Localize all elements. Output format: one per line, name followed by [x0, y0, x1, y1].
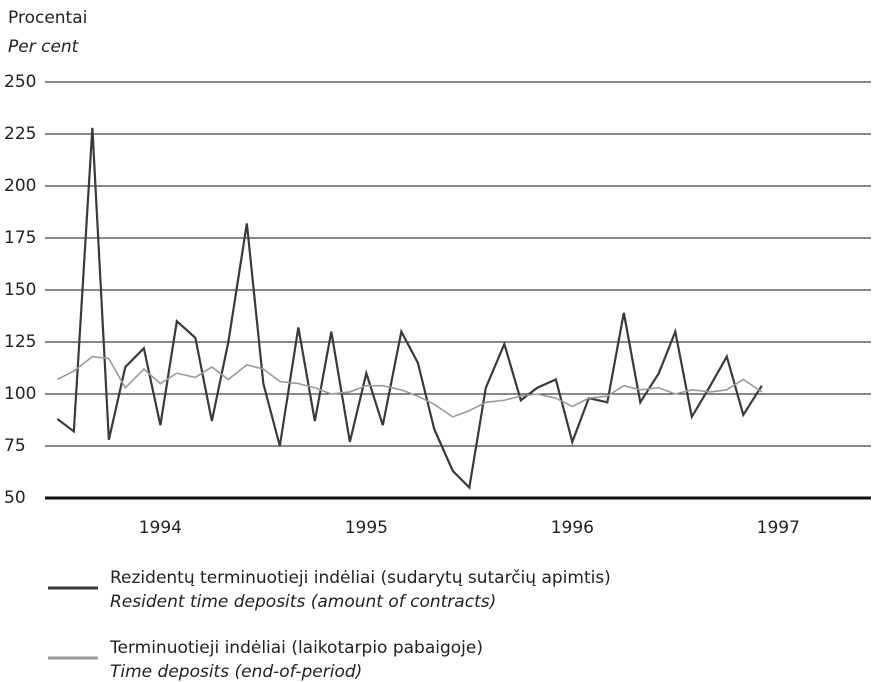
y-tick-label: 125 [4, 332, 36, 352]
x-tick-label: 1996 [551, 518, 594, 538]
legend-label-en: Resident time deposits (amount of contra… [110, 592, 496, 612]
x-tick-label: 1997 [757, 518, 800, 538]
y-label-en: Per cent [8, 37, 80, 57]
y-tick-label: 175 [4, 228, 36, 248]
y-tick-label: 200 [4, 176, 36, 196]
legend-label: Rezidentų terminuotieji indėliai (sudary… [110, 568, 611, 588]
data-line [56, 355, 763, 418]
x-tick-label: 1994 [139, 518, 182, 538]
y-tick-label: 100 [4, 384, 36, 404]
legend-label-en: Time deposits (end-of-period) [110, 662, 362, 682]
y-tick-label: 50 [4, 488, 26, 508]
y-tick-label: 150 [4, 280, 36, 300]
y-tick-label: 225 [4, 124, 36, 144]
x-tick-label: 1995 [345, 518, 388, 538]
y-tick-label: 250 [4, 72, 36, 92]
y-tick-label: 75 [4, 436, 26, 456]
legend-label: Terminuotieji indėliai (laikotarpio paba… [109, 638, 483, 658]
data-line [56, 127, 763, 490]
y-label: Procentai [8, 8, 87, 28]
